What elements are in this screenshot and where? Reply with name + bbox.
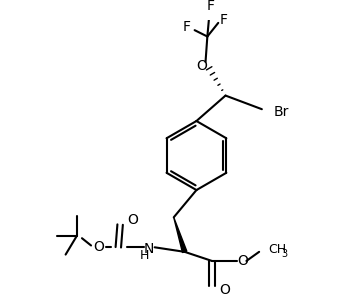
Text: CH: CH <box>268 243 286 256</box>
Text: 3: 3 <box>281 249 287 259</box>
Text: O: O <box>127 213 138 227</box>
Text: O: O <box>237 254 248 268</box>
Polygon shape <box>174 217 187 252</box>
Text: O: O <box>93 240 104 254</box>
Text: O: O <box>197 59 207 73</box>
Text: Br: Br <box>274 105 289 119</box>
Text: N: N <box>144 242 154 256</box>
Text: O: O <box>219 283 230 297</box>
Text: F: F <box>220 13 228 27</box>
Text: H: H <box>140 249 150 262</box>
Text: F: F <box>207 0 215 13</box>
Text: F: F <box>183 20 191 34</box>
